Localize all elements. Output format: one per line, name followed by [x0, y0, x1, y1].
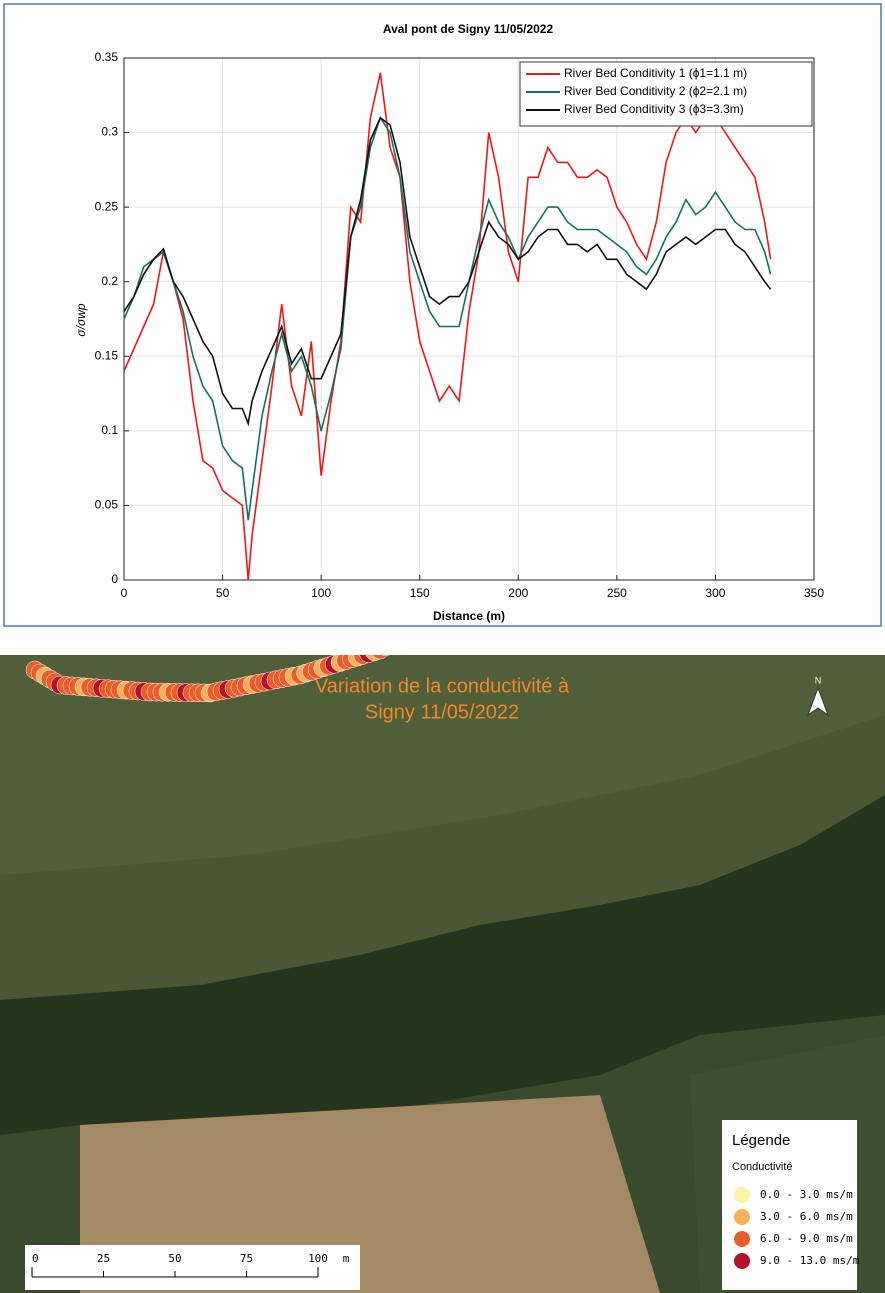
track-dot — [372, 655, 388, 660]
x-tick-label: 50 — [216, 586, 230, 600]
chart-title: Aval pont de Signy 11/05/2022 — [383, 22, 554, 36]
data-line — [123, 72, 772, 581]
crop-field — [80, 1095, 660, 1293]
x-axis-label: Distance (m) — [433, 609, 505, 623]
scale-label: 0 — [32, 1252, 39, 1265]
legend-swatch — [734, 1187, 750, 1203]
scale-label: 25 — [97, 1252, 110, 1265]
y-tick-label: 0.35 — [95, 50, 119, 64]
track-dot — [381, 655, 390, 656]
legend-box — [519, 61, 813, 127]
scale-box — [25, 1245, 360, 1290]
scale-bar — [31, 1267, 319, 1278]
y-tick-label: 0 — [111, 572, 118, 586]
scale-label: 100 — [308, 1252, 328, 1265]
x-tick-label: 200 — [508, 586, 528, 600]
north-arrow — [806, 686, 830, 717]
x-tick-label: 350 — [804, 586, 824, 600]
map-title: Variation de la conductivité à — [315, 675, 570, 697]
scale-labels: 0 25 50 75 100 m — [32, 1252, 350, 1265]
scale-label: 50 — [168, 1252, 181, 1265]
legend-title: Légende — [732, 1132, 790, 1149]
y-tick-label: 0.3 — [101, 125, 118, 139]
y-tick-label: 0.1 — [101, 423, 118, 437]
y-tick-label: 0.15 — [95, 348, 119, 362]
y-tick-label: 0.05 — [95, 498, 119, 512]
x-tick-label: 300 — [705, 586, 725, 600]
data-line — [123, 115, 772, 521]
legend-swatch — [734, 1209, 750, 1225]
x-tick-label: 0 — [121, 586, 128, 600]
north-label: N — [815, 675, 822, 685]
legend-label: 6.0 - 9.0 ms/m — [760, 1232, 853, 1245]
track — [25, 655, 390, 703]
scale-label: 75 — [240, 1252, 253, 1265]
legend-label: River Bed Conditivity 3 (ϕ3=3.3m) — [564, 102, 744, 116]
scale-unit: m — [343, 1252, 350, 1265]
x-tick-label: 100 — [311, 586, 331, 600]
legend-swatch — [734, 1253, 750, 1269]
y-tick-label: 0.2 — [101, 274, 118, 288]
legend-label: 0.0 - 3.0 ms/m — [760, 1188, 853, 1201]
map: Variation de la conductivité à Signy 11/… — [0, 655, 885, 1293]
data-line — [123, 116, 772, 427]
x-tick-label: 250 — [607, 586, 627, 600]
map-legend: 0.0 - 3.0 ms/m 3.0 - 6.0 ms/m 6.0 - 9.0 ms… — [734, 1187, 860, 1269]
legend-label: River Bed Conditivity 2 (ϕ2=2.1 m) — [564, 84, 747, 98]
x-tick-label: 150 — [410, 586, 430, 600]
legend-label: 3.0 - 6.0 ms/m — [760, 1210, 853, 1223]
chart: Aval pont de Signy 11/05/2022 Distance (… — [3, 3, 882, 627]
y-axis-label: σ/σwp — [74, 303, 88, 336]
legend-label: River Bed Conditivity 1 (ϕ1=1.1 m) — [564, 66, 747, 80]
grass-field-light — [0, 655, 885, 875]
tree-band — [0, 795, 885, 1135]
y-tick-label: 0.25 — [95, 199, 119, 213]
legend-subtitle: Conductivité — [732, 1161, 793, 1173]
legend-label: 9.0 - 13.0 ms/m — [760, 1254, 860, 1267]
plot-area — [123, 57, 815, 581]
map-title: Signy 11/05/2022 — [365, 701, 519, 723]
legend-swatch — [734, 1231, 750, 1247]
